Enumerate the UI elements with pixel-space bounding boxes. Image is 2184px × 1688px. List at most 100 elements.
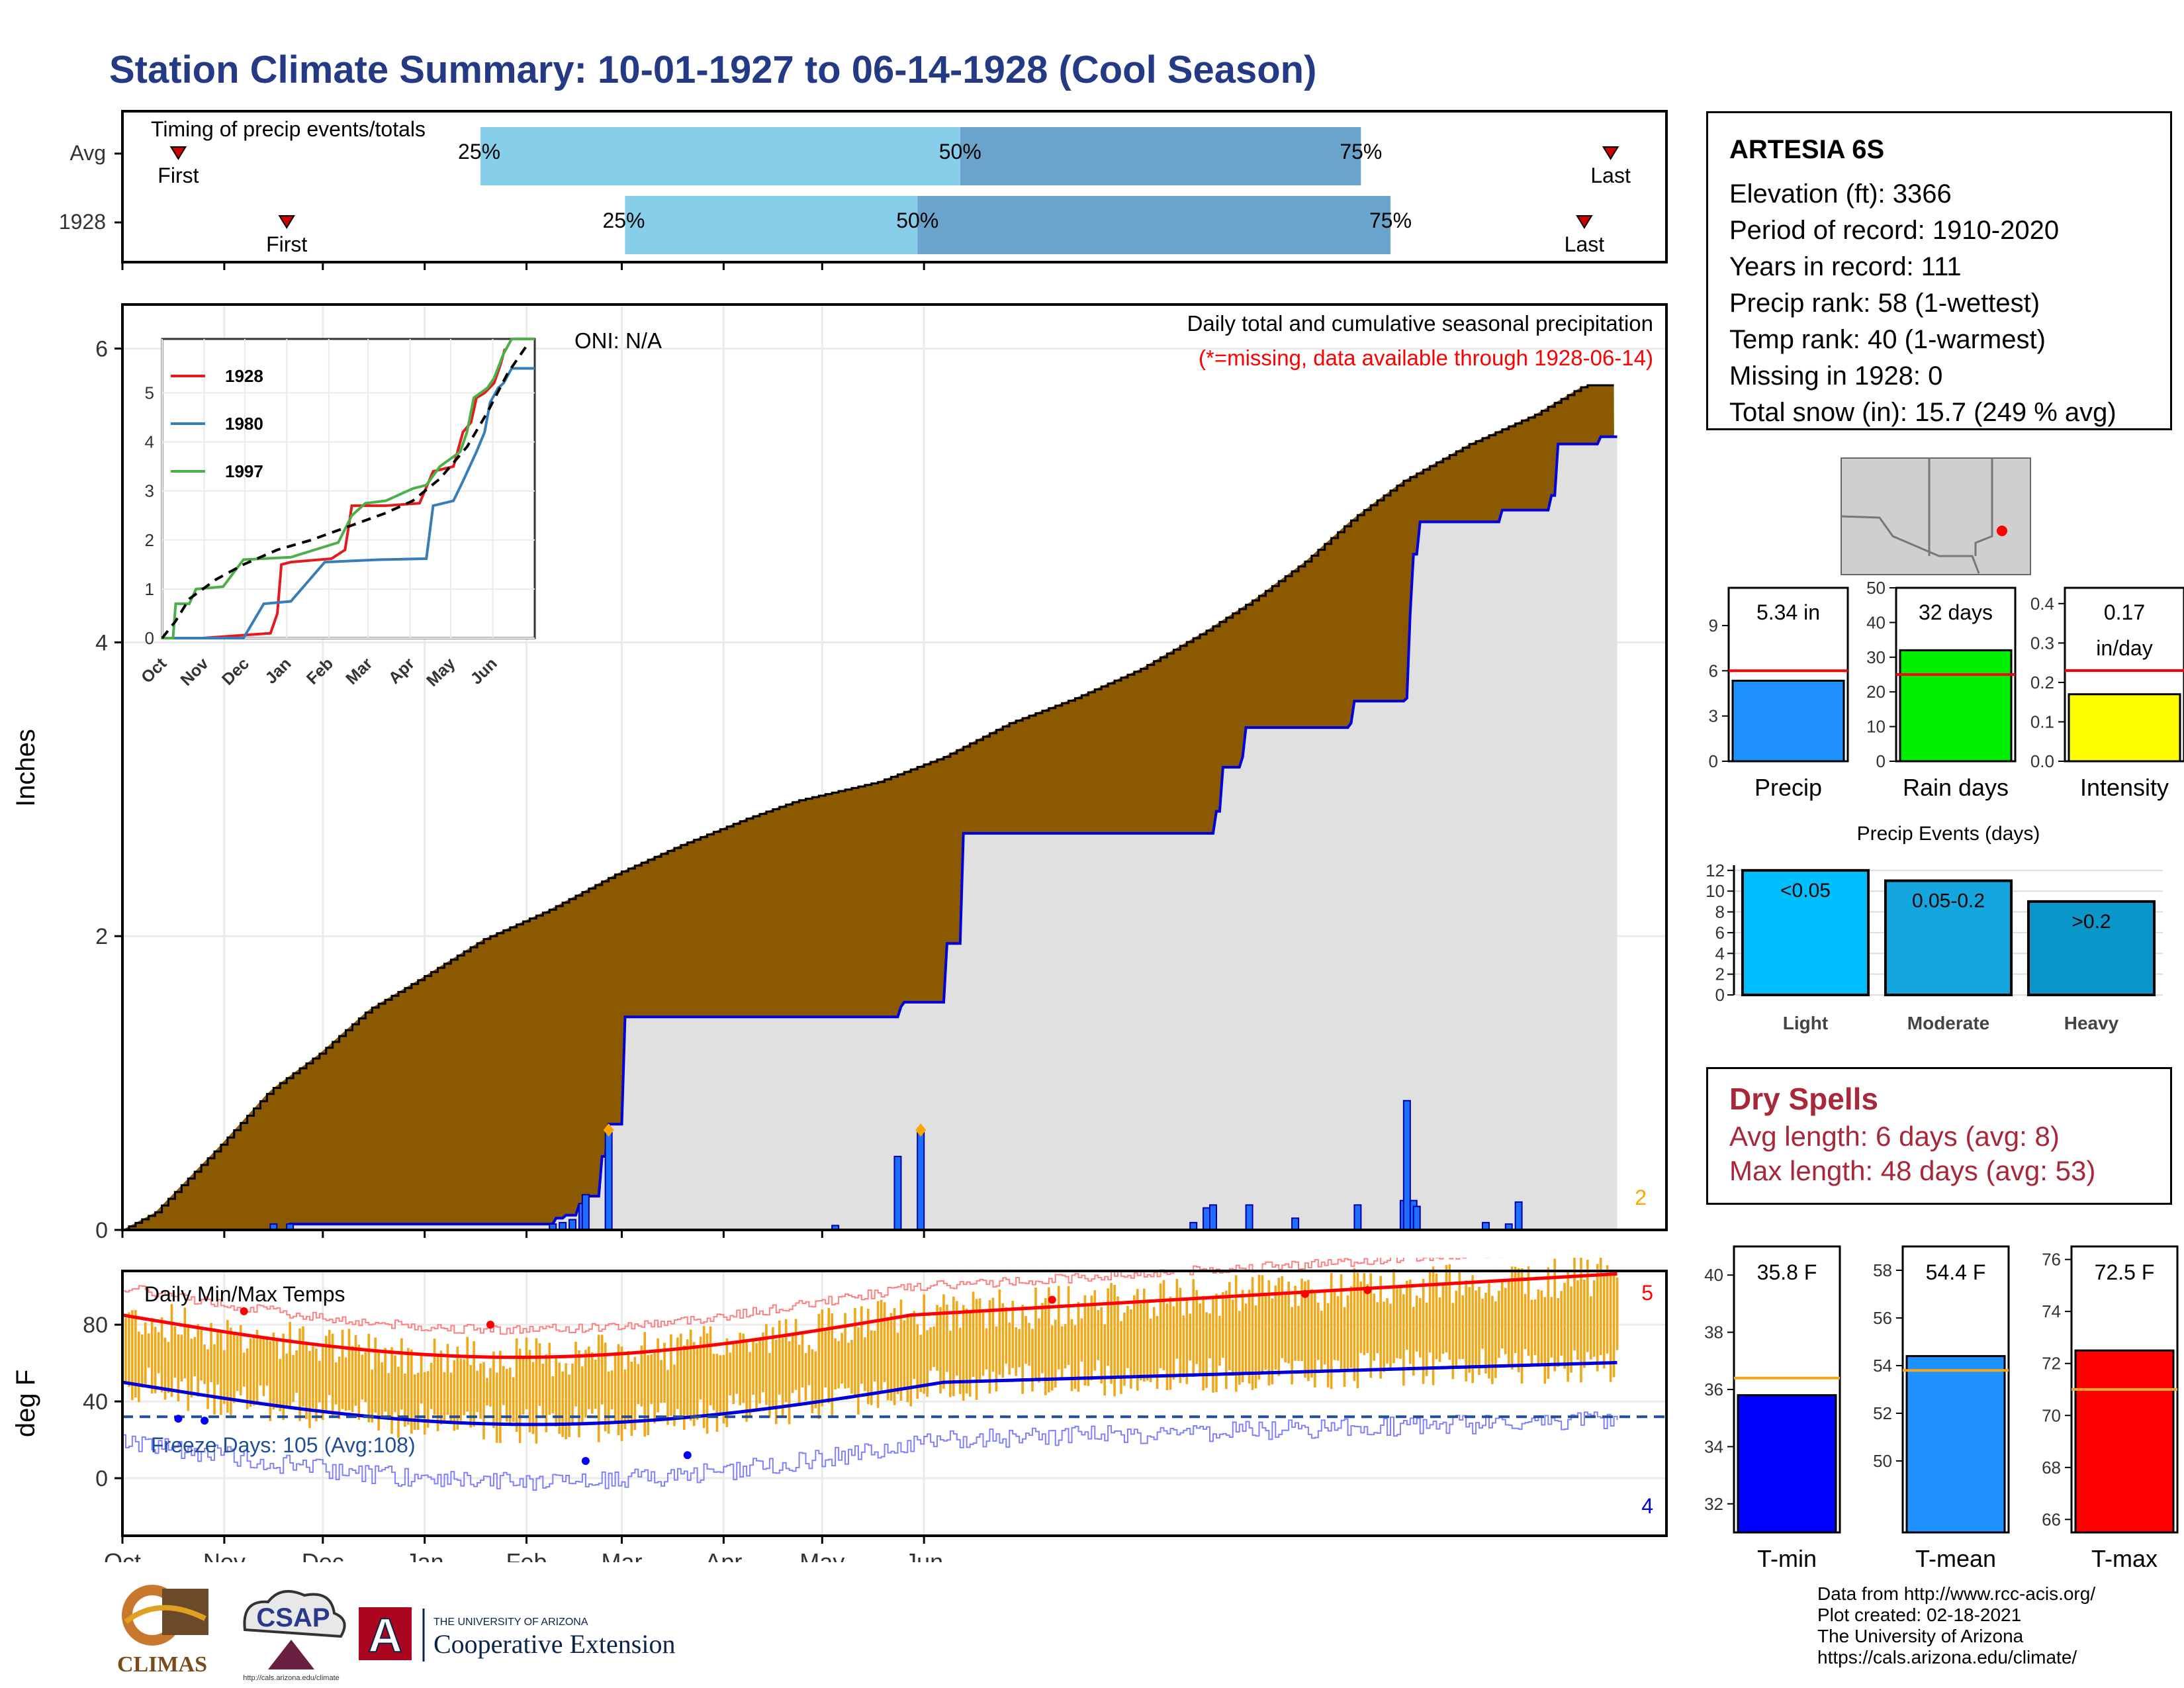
dry-spells-avg: Avg length: 6 days (avg: 8) [1729,1121,2060,1152]
daily-temp-bar [124,1318,127,1383]
daily-temp-bar [965,1308,968,1393]
daily-temp-bar [1323,1291,1326,1365]
daily-temp-bar [1225,1290,1228,1389]
station-info-box: ARTESIA 6S Elevation (ft): 3366 Period o… [1706,111,2172,430]
daily-temp-bar [1149,1318,1152,1382]
daily-temp-bar [850,1340,853,1394]
daily-temp-bar [732,1343,735,1404]
timing-p25-label: 25% [458,140,500,164]
daily-temp-bar [1340,1274,1343,1372]
daily-temp-bar [318,1360,321,1403]
events-bar-label: <0.05 [1780,880,1831,902]
daily-temp-bar [827,1307,831,1403]
location-map [1841,457,2031,575]
daily-temp-bar [265,1336,269,1386]
daily-temp-bar [1510,1266,1514,1370]
summary-category-label: Intensity [2080,774,2169,801]
summary-ytick-label: 0.4 [2030,594,2054,614]
daily-temp-bar [463,1359,466,1416]
summary-ytick-label: 20 [1866,682,1886,702]
daily-temp-bar [1202,1295,1205,1391]
events-ytick-label: 2 [1715,964,1725,984]
daily-temp-bar [531,1362,535,1434]
daily-temp-bar [1287,1282,1290,1364]
daily-temp-bar [518,1348,522,1443]
timing-bar-50-75 [960,127,1361,185]
daily-temp-bar [236,1335,239,1391]
daily-temp-bar [140,1334,144,1388]
daily-temp-bar [1448,1264,1451,1360]
temp-summary-ytick-label: 66 [2042,1509,2061,1529]
daily-temp-bar [203,1344,206,1384]
temp-summary-bar-t-max [2074,1349,2175,1534]
daily-temp-bar [1514,1266,1517,1354]
daily-temp-bar [512,1377,515,1423]
daily-temp-bar [210,1323,212,1382]
daily-temp-bar [312,1346,314,1409]
daily-temp-bar [338,1356,341,1419]
daily-temp-bar [1366,1284,1369,1353]
main-ytick-label: 6 [95,337,108,362]
timing-first-marker [169,146,187,160]
daily-temp-bar [262,1337,265,1397]
temp-summary-ytick-label: 76 [2042,1250,2061,1270]
daily-temp-bar [426,1371,430,1428]
daily-temp-bar [302,1326,304,1407]
daily-temp-bar [492,1351,495,1429]
summary-category-label: Precip [1754,774,1822,801]
ua-letter: A [368,1609,402,1662]
daily-temp-bar [206,1349,209,1409]
daily-temp-bar [1484,1292,1487,1374]
daily-temp-bar [1406,1280,1408,1350]
daily-temp-bar [864,1337,866,1391]
daily-temp-bar [1415,1295,1418,1352]
daily-temp-bar [866,1309,870,1405]
daily-temp-bar [1103,1324,1106,1396]
daily-temp-bar [1070,1319,1073,1391]
daily-temp-bar [541,1363,545,1417]
daily-precip-bar [893,1156,902,1231]
daily-temp-bar [942,1294,945,1389]
daily-temp-bar [811,1349,814,1413]
daily-temp-bar [275,1339,279,1408]
daily-temp-bar [1048,1287,1050,1393]
daily-temp-bar [584,1350,587,1418]
daily-temp-bar [588,1346,590,1409]
daily-temp-bar [1550,1297,1553,1358]
daily-temp-bar [991,1297,995,1372]
daily-temp-bar [1570,1286,1572,1373]
summary-value-label: 0.17 [2104,600,2145,624]
daily-temp-bar [315,1348,318,1422]
daily-temp-bar [1130,1309,1132,1389]
freeze-days-label: Freeze Days: 105 (Avg:108) [151,1433,416,1457]
temp-count-top: 5 [1641,1281,1653,1305]
daily-temp-bar [1113,1285,1116,1397]
daily-temp-bar [1162,1280,1165,1371]
credit-url: https://cals.arizona.edu/climate/ [1817,1647,2077,1667]
daily-temp-bar [1399,1286,1402,1359]
daily-temp-bar [755,1342,758,1409]
timing-p25-label: 25% [602,209,645,232]
daily-temp-bar [1356,1272,1359,1389]
daily-temp-bar [956,1301,958,1376]
daily-temp-bar [1077,1301,1080,1392]
daily-temp-bar [857,1327,860,1415]
station-missing: Missing in 1928: 0 [1729,361,1943,391]
station-period: Period of record: 1910-2020 [1729,216,2060,245]
temp-summary-category: T-min [1757,1545,1817,1572]
daily-temp-bar [163,1337,167,1400]
daily-temp-bar [804,1353,807,1401]
temp-ytick-label: 80 [83,1313,108,1338]
daily-temp-bar [841,1333,843,1384]
daily-temp-bar [906,1315,909,1403]
summary-ytick-label: 10 [1866,717,1886,737]
daily-temp-bar [1530,1299,1533,1365]
timing-first-label: First [266,232,307,256]
daily-temp-bar [873,1331,876,1382]
daily-temp-bar [416,1372,420,1430]
daily-temp-bar [1333,1291,1336,1360]
events-ytick-label: 10 [1706,881,1725,901]
daily-temp-bar [213,1344,216,1415]
daily-temp-bar [1120,1321,1122,1394]
daily-temp-bar [1254,1305,1257,1389]
